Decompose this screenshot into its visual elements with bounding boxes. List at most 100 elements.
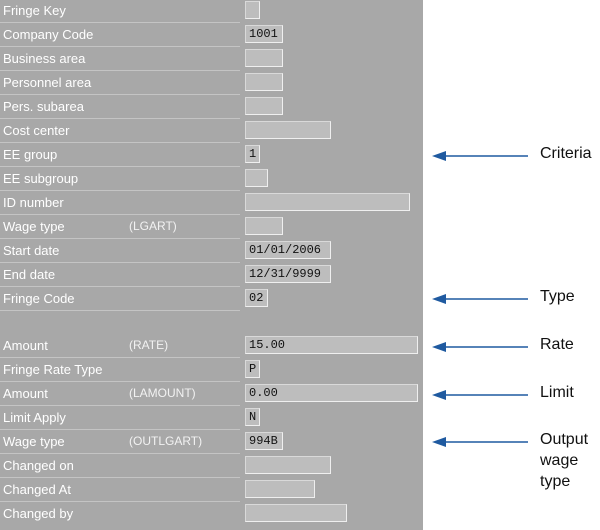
- field-label: ID number: [3, 195, 64, 210]
- annotation-label: Output wage type: [540, 431, 589, 490]
- annotation-label: Criteria: [540, 145, 592, 162]
- cost-center-field[interactable]: [245, 121, 331, 139]
- field-label: Pers. subarea: [3, 99, 84, 114]
- form-row-start-date: Start date 01/01/2006: [0, 240, 423, 263]
- field-label: Cost center: [3, 123, 70, 138]
- field-label: End date: [3, 267, 56, 282]
- field-label: Limit Apply: [3, 410, 66, 425]
- left-arrow-icon: [432, 151, 528, 161]
- form-row-changed-by: Changed by: [0, 503, 423, 526]
- technical-name: (LGART): [129, 219, 177, 233]
- field-label: EE group: [3, 147, 58, 162]
- row-divider: [0, 405, 240, 406]
- wage-type-field[interactable]: [245, 217, 283, 235]
- field-label: Changed on: [3, 458, 74, 473]
- technical-name: (RATE): [129, 338, 169, 352]
- row-divider: [0, 190, 240, 191]
- annotation-label: Type: [540, 288, 575, 305]
- id-number-field[interactable]: [245, 193, 410, 211]
- annotation-output-wage-type: Output wage type: [432, 431, 600, 502]
- form-row-ee-group: EE group 1: [0, 144, 423, 167]
- form-row-wage-type-outlgart: Wage type (OUTLGART) 994B: [0, 431, 423, 454]
- field-label: Fringe Key: [3, 3, 66, 18]
- field-label: Personnel area: [3, 75, 92, 90]
- form-row-ee-subgroup: EE subgroup: [0, 168, 423, 191]
- changed-by-field[interactable]: [245, 504, 347, 522]
- form-row-fringe-rate-type: Fringe Rate Type P: [0, 359, 423, 382]
- form-row-pers-subarea: Pers. subarea: [0, 96, 423, 119]
- amount-limit-field[interactable]: 0.00: [245, 384, 418, 402]
- form-row-end-date: End date 12/31/9999: [0, 264, 423, 287]
- row-divider: [0, 70, 240, 71]
- form-row-id-number: ID number: [0, 192, 423, 215]
- row-divider: [0, 238, 240, 239]
- annotation-label: Rate: [540, 336, 574, 353]
- field-label: EE subgroup: [3, 171, 79, 186]
- row-divider: [0, 429, 240, 430]
- left-arrow-icon: [432, 294, 528, 304]
- row-divider: [0, 214, 240, 215]
- start-date-field[interactable]: 01/01/2006: [245, 241, 331, 259]
- form-row-amount-rate: Amount (RATE) 15.00: [0, 335, 423, 358]
- form-row-fringe-code: Fringe Code 02: [0, 288, 423, 311]
- annotation-rate: Rate: [432, 336, 600, 357]
- row-divider: [0, 310, 240, 311]
- field-label: Fringe Code: [3, 291, 75, 306]
- annotation-limit: Limit: [432, 384, 600, 405]
- field-label: Wage type: [3, 219, 65, 234]
- fringe-key-field[interactable]: [245, 1, 260, 19]
- technical-name: (LAMOUNT): [129, 386, 196, 400]
- field-label: Changed by: [3, 506, 74, 521]
- row-divider: [0, 286, 240, 287]
- annotation-criteria: Criteria: [432, 145, 600, 166]
- field-label: Business area: [3, 51, 86, 66]
- ee-group-field[interactable]: 1: [245, 145, 260, 163]
- changed-on-field[interactable]: [245, 456, 331, 474]
- field-label: Changed At: [3, 482, 71, 497]
- form-row-wage-type-lgart: Wage type (LGART): [0, 216, 423, 239]
- personnel-area-field[interactable]: [245, 73, 283, 91]
- row-divider: [0, 22, 240, 23]
- fringe-rate-type-field[interactable]: P: [245, 360, 260, 378]
- row-divider: [0, 166, 240, 167]
- fringe-form-panel: Fringe Key Company Code 1001 Business ar…: [0, 0, 423, 530]
- annotation-label: Limit: [540, 384, 574, 401]
- row-divider: [0, 46, 240, 47]
- left-arrow-icon: [432, 390, 528, 400]
- business-area-field[interactable]: [245, 49, 283, 67]
- output-wage-type-field[interactable]: 994B: [245, 432, 283, 450]
- row-divider: [0, 118, 240, 119]
- left-arrow-icon: [432, 342, 528, 352]
- pers-subarea-field[interactable]: [245, 97, 283, 115]
- field-label: Fringe Rate Type: [3, 362, 103, 377]
- row-divider: [0, 381, 240, 382]
- field-label: Start date: [3, 243, 60, 258]
- field-label: Wage type: [3, 434, 65, 449]
- form-row-amount-lamount: Amount (LAMOUNT) 0.00: [0, 383, 423, 406]
- row-divider: [0, 501, 240, 502]
- form-row-changed-at: Changed At: [0, 479, 423, 502]
- field-label: Company Code: [3, 27, 94, 42]
- fringe-code-field[interactable]: 02: [245, 289, 268, 307]
- row-divider: [0, 477, 240, 478]
- amount-rate-field[interactable]: 15.00: [245, 336, 418, 354]
- form-row-business-area: Business area: [0, 48, 423, 71]
- field-label: Amount: [3, 338, 48, 353]
- form-row-changed-on: Changed on: [0, 455, 423, 478]
- end-date-field[interactable]: 12/31/9999: [245, 265, 331, 283]
- ee-subgroup-field[interactable]: [245, 169, 268, 187]
- annotation-type: Type: [432, 288, 600, 309]
- row-divider: [0, 357, 240, 358]
- changed-at-field[interactable]: [245, 480, 315, 498]
- row-divider: [0, 94, 240, 95]
- technical-name: (OUTLGART): [129, 434, 203, 448]
- company-code-field[interactable]: 1001: [245, 25, 283, 43]
- form-row-cost-center: Cost center: [0, 120, 423, 143]
- form-row-personnel-area: Personnel area: [0, 72, 423, 95]
- form-row-company-code: Company Code 1001: [0, 24, 423, 47]
- limit-apply-field[interactable]: N: [245, 408, 260, 426]
- left-arrow-icon: [432, 437, 528, 447]
- row-divider: [0, 453, 240, 454]
- form-row-fringe-key: Fringe Key: [0, 0, 423, 23]
- form-row-limit-apply: Limit Apply N: [0, 407, 423, 430]
